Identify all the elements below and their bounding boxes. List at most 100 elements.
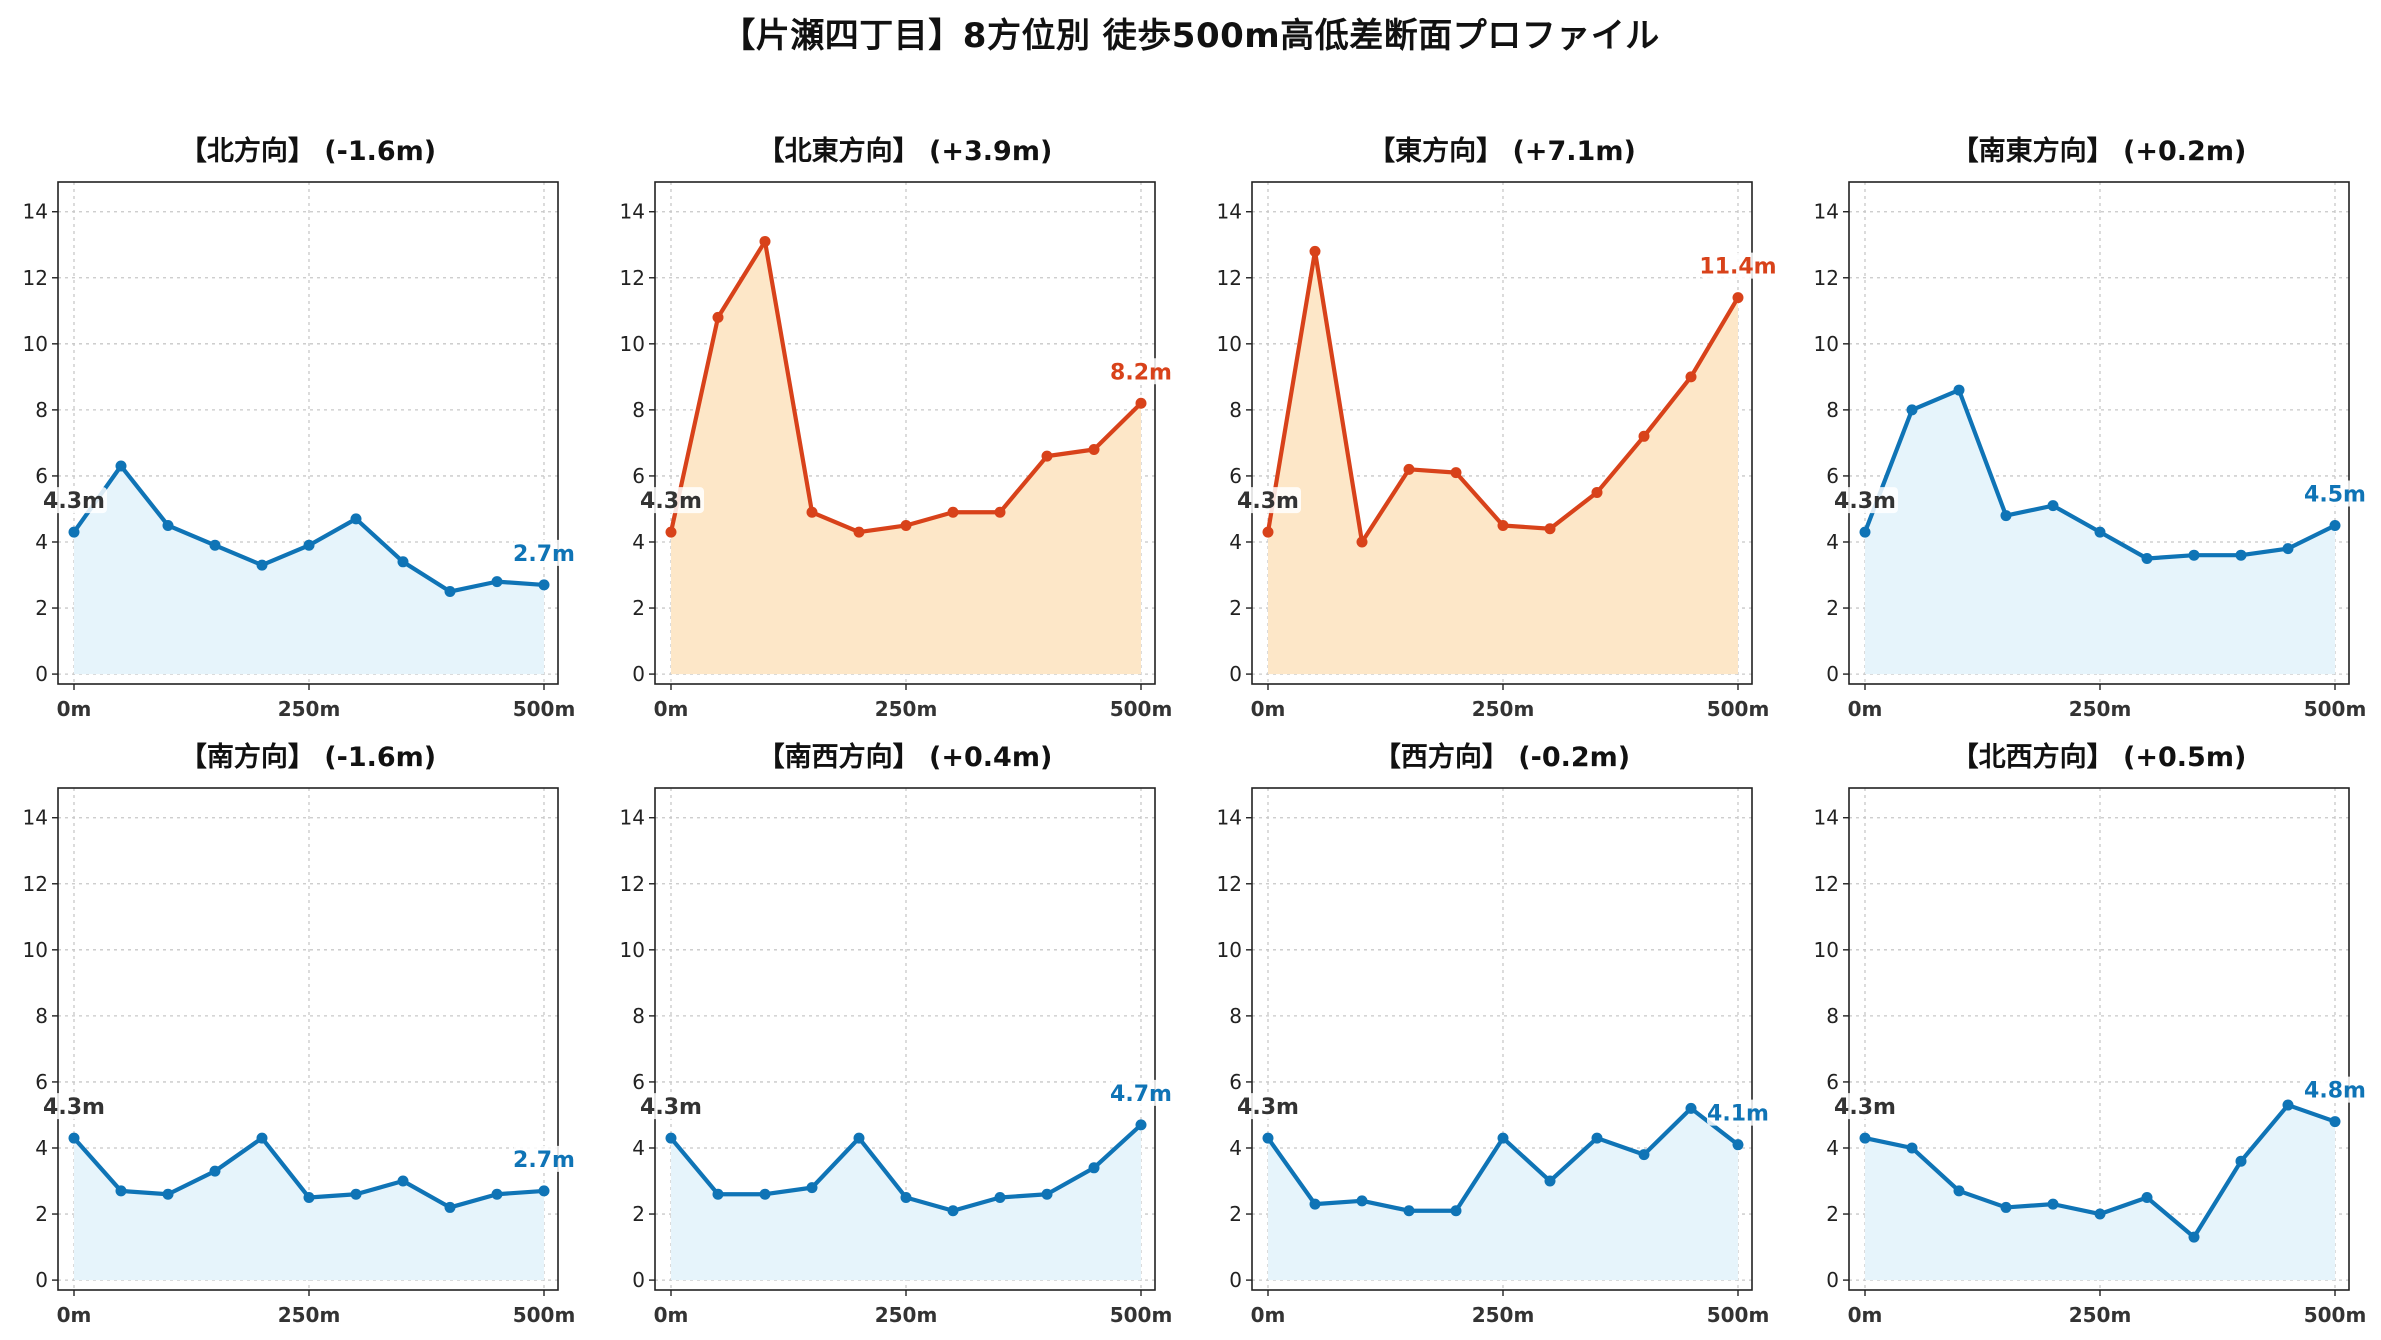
panel-title: 【東方向】 (+7.1m) (1368, 135, 1636, 167)
main-title: 【片瀬四丁目】8方位別 徒歩500m高低差断面プロファイル (721, 16, 1660, 56)
data-point (2141, 1192, 2153, 1204)
area-fill (74, 1138, 544, 1281)
data-point (2235, 549, 2247, 561)
y-tick-label: 8 (35, 1004, 48, 1028)
panel-3: 【東方向】 (+7.1m) 0 2 4 6 8 10 12 14 0m 250m 500m 4.3m 11… (1217, 135, 1777, 721)
data-point (115, 1185, 127, 1197)
y-tick-label: 10 (620, 332, 645, 356)
y-tick-label: 14 (1814, 806, 1839, 830)
y-tick-label: 14 (1814, 200, 1839, 224)
panel-title: 【北東方向】 (+3.9m) (758, 135, 1053, 167)
data-point (2047, 1198, 2059, 1210)
start-label: 4.3m (640, 1095, 702, 1120)
start-label-bg (1832, 1093, 1898, 1120)
x-tick-label: 0m (1848, 1303, 1883, 1327)
end-label-bg (1110, 358, 1172, 385)
panel-title: 【西方向】 (-0.2m) (1374, 741, 1630, 773)
end-label-bg (513, 539, 575, 566)
y-tick-label: 14 (23, 806, 48, 830)
data-point (209, 539, 221, 551)
x-tick-label: 500m (1110, 697, 1173, 721)
data-point (209, 1165, 221, 1177)
data-point (1450, 467, 1462, 479)
y-tick-label: 4 (35, 1136, 48, 1160)
start-label: 4.3m (1834, 1095, 1896, 1120)
panel-4: 【南東方向】 (+0.2m) 0 2 4 6 8 10 12 14 0m 250m 500m 4.3m 4… (1814, 135, 2367, 721)
plot-frame (57, 787, 559, 1291)
data-point (162, 1188, 174, 1200)
data-point (712, 1188, 724, 1200)
end-label-bg (1700, 252, 1776, 279)
data-point (1088, 1162, 1100, 1174)
data-point (2188, 1231, 2200, 1243)
y-tick-label: 8 (35, 398, 48, 422)
x-tick-label: 0m (1848, 697, 1883, 721)
data-point (759, 235, 771, 247)
y-tick-label: 0 (1229, 662, 1242, 686)
start-label-bg (1235, 487, 1301, 514)
data-point (1859, 526, 1871, 538)
end-label: 4.5m (2304, 482, 2366, 507)
x-tick-label: 250m (875, 1303, 938, 1327)
y-tick-label: 6 (632, 464, 645, 488)
start-label: 4.3m (640, 489, 702, 514)
y-tick-label: 12 (1814, 266, 1839, 290)
panel-title: 【北西方向】 (+0.5m) (1952, 741, 2247, 773)
data-point (900, 1192, 912, 1204)
y-tick-label: 2 (1826, 1202, 1839, 1226)
data-point (1088, 444, 1100, 456)
y-tick-label: 4 (632, 530, 645, 554)
end-label-bg (1110, 1079, 1172, 1106)
panel-title: 【北方向】 (-1.6m) (180, 135, 436, 167)
y-tick-label: 10 (620, 938, 645, 962)
end-label: 4.7m (1110, 1082, 1172, 1107)
end-label: 2.7m (513, 542, 575, 567)
data-point (1497, 519, 1509, 531)
data-point (759, 1188, 771, 1200)
y-tick-label: 10 (23, 332, 48, 356)
data-point (1497, 1132, 1509, 1144)
y-tick-label: 8 (632, 398, 645, 422)
data-point (350, 1188, 362, 1200)
end-label: 11.4m (1699, 255, 1776, 280)
panel-title: 【南東方向】 (+0.2m) (1952, 135, 2247, 167)
data-point (947, 506, 959, 518)
data-point (2047, 500, 2059, 512)
y-tick-label: 0 (1229, 1268, 1242, 1292)
area-fill (671, 241, 1141, 675)
data-point (853, 526, 865, 538)
y-tick-label: 2 (35, 596, 48, 620)
end-label-bg (2304, 480, 2366, 507)
plot-frame (57, 181, 559, 685)
y-tick-label: 4 (1229, 530, 1242, 554)
y-tick-label: 6 (1229, 464, 1242, 488)
data-point (1638, 1149, 1650, 1161)
x-tick-label: 500m (513, 1303, 576, 1327)
data-point (162, 519, 174, 531)
y-tick-label: 0 (35, 1268, 48, 1292)
data-point (1591, 486, 1603, 498)
y-tick-label: 6 (632, 1070, 645, 1094)
data-point (1309, 1198, 1321, 1210)
data-point (1403, 463, 1415, 475)
plot-frame (654, 181, 1156, 685)
start-label: 4.3m (43, 1095, 105, 1120)
y-tick-label: 2 (632, 1202, 645, 1226)
data-point (303, 1192, 315, 1204)
x-tick-label: 250m (2069, 1303, 2132, 1327)
y-tick-label: 8 (632, 1004, 645, 1028)
panel-5: 【南方向】 (-1.6m) 0 2 4 6 8 10 12 14 0m 250m 500m 4.3m 2.… (23, 741, 576, 1327)
data-point (1906, 404, 1918, 416)
data-point (900, 519, 912, 531)
y-tick-label: 6 (35, 464, 48, 488)
plot-frame (1251, 787, 1753, 1291)
data-point (1953, 384, 1965, 396)
data-point (1135, 397, 1147, 409)
data-point (1041, 450, 1053, 462)
y-tick-label: 14 (620, 806, 645, 830)
data-point (1732, 292, 1744, 304)
area-fill (74, 466, 544, 675)
y-tick-label: 12 (1217, 872, 1242, 896)
start-label-bg (638, 1093, 704, 1120)
start-label: 4.3m (1834, 489, 1896, 514)
